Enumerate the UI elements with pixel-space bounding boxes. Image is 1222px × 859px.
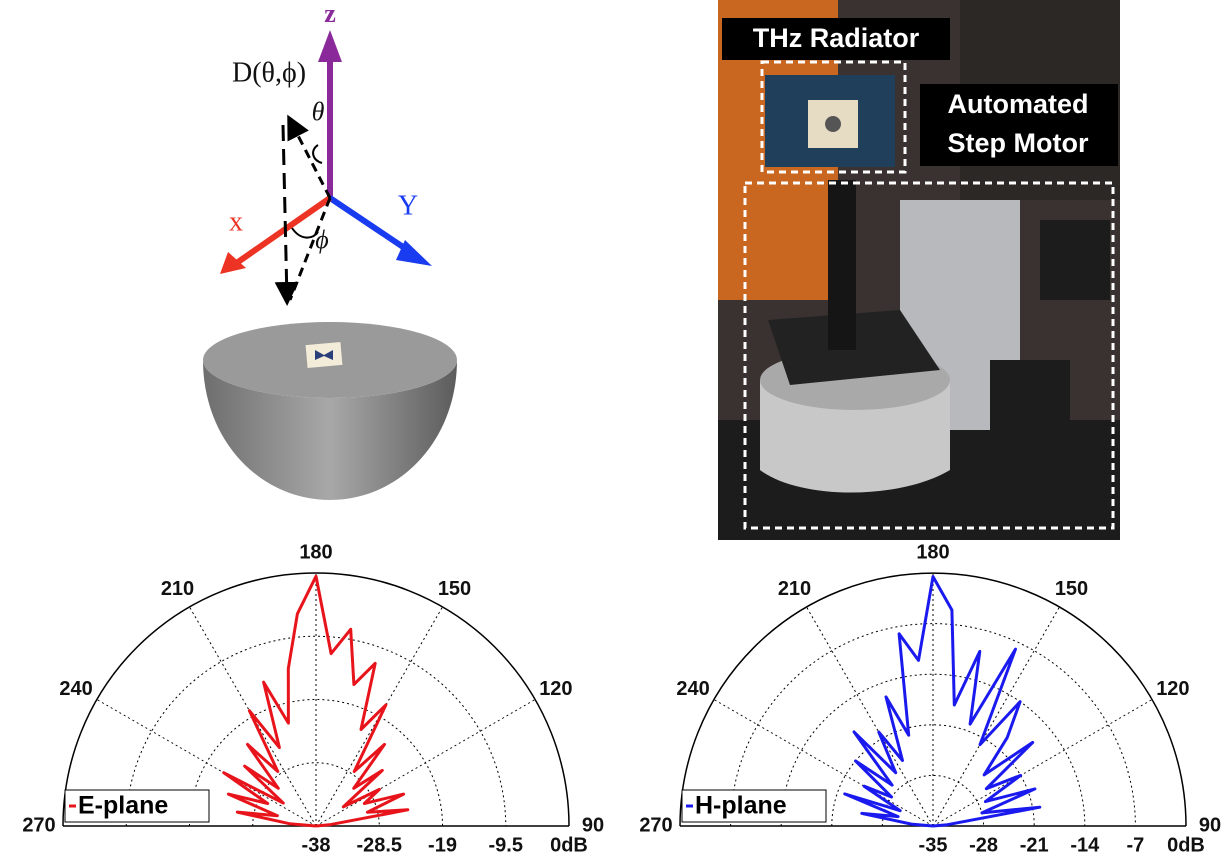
- r-tick-label: 0dB: [1167, 834, 1205, 856]
- motor-top: [1040, 220, 1110, 300]
- motor-side: [990, 360, 1070, 450]
- grid-circle: [190, 700, 443, 827]
- figure: z D(θ,ϕ) θ Y x ϕ THz Radiator Automated …: [0, 0, 1222, 859]
- theta-label: θ: [312, 97, 325, 126]
- phi-arc: [292, 228, 318, 238]
- r-tick-label: -19: [428, 834, 457, 856]
- y-label: Y: [398, 190, 418, 221]
- z-label: z: [324, 0, 336, 28]
- grid-spoke: [316, 700, 535, 827]
- direction-arrow: [290, 120, 330, 198]
- post: [828, 180, 856, 350]
- pattern-line: [224, 576, 408, 826]
- setup-photo: THz Radiator Automated Step Motor: [718, 0, 1120, 540]
- x-arrow: [220, 252, 246, 274]
- theta-tick-label: 270: [22, 814, 55, 836]
- theta-tick-label: 180: [299, 541, 332, 563]
- r-tick-label: -28.5: [356, 834, 402, 856]
- lens: [825, 116, 841, 132]
- theta-tick-label: 120: [539, 678, 572, 700]
- r-tick-label: -14: [1070, 834, 1100, 856]
- theta-tick-label: 90: [582, 814, 604, 836]
- theta-tick-label: 210: [778, 578, 811, 600]
- theta-tick-label: 90: [1199, 814, 1221, 836]
- theta-tick-label: 180: [916, 541, 949, 563]
- x-label: x: [229, 206, 243, 237]
- projection-arrow: [283, 125, 287, 300]
- theta-tick-label: 150: [438, 578, 471, 600]
- motor-label: Step Motor: [948, 128, 1089, 158]
- theta-tick-label: 240: [59, 678, 92, 700]
- theta-tick-label: 240: [676, 678, 709, 700]
- theta-tick-label: 270: [639, 814, 672, 836]
- phi-label: ϕ: [315, 225, 328, 254]
- r-tick-label: -21: [1020, 834, 1049, 856]
- motor-label: Automated: [948, 89, 1089, 119]
- legend-label: H-plane: [695, 792, 787, 820]
- d-label: D(θ,ϕ): [232, 57, 306, 88]
- grid-spoke: [933, 700, 1152, 827]
- r-tick-label: -9.5: [489, 834, 523, 856]
- r-tick-label: 0dB: [550, 834, 588, 856]
- r-tick-label: -38: [302, 834, 331, 856]
- r-tick-label: -35: [919, 834, 948, 856]
- legend-label: E-plane: [78, 792, 168, 820]
- r-tick-label: -28: [969, 834, 998, 856]
- r-tick-label: -7: [1127, 834, 1145, 856]
- radiator-label: THz Radiator: [753, 23, 920, 53]
- theta-tick-label: 150: [1055, 578, 1088, 600]
- theta-arc: [313, 145, 322, 163]
- theta-tick-label: 120: [1156, 678, 1189, 700]
- z-arrow: [318, 30, 342, 62]
- pattern-line: [845, 577, 1040, 826]
- coordinate-diagram: z D(θ,ϕ) θ Y x ϕ: [203, 0, 457, 500]
- theta-tick-label: 210: [161, 578, 194, 600]
